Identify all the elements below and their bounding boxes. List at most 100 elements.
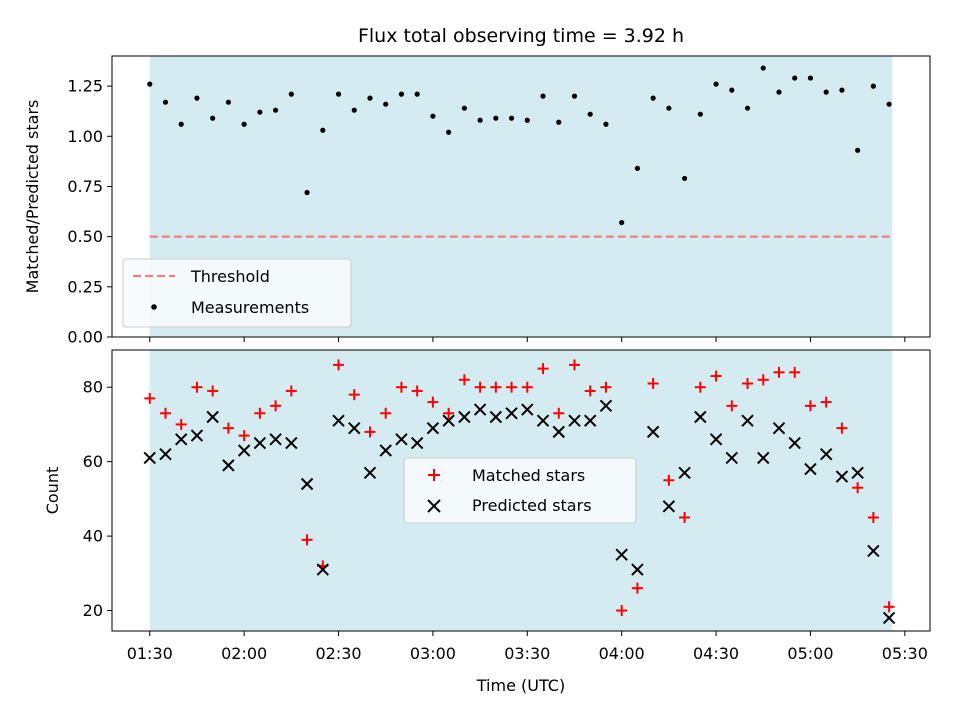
x-tick-label: 01:30: [127, 644, 173, 663]
measurement-point: [839, 87, 845, 93]
measurement-point: [587, 111, 593, 117]
matched-point: [144, 392, 156, 404]
ratio-panel: 0.00 0.25 0.50 0.75 1.00 1.25 Matched/Predict…: [23, 55, 931, 347]
legend-predicted-swatch: [427, 499, 441, 513]
predicted-point: [741, 414, 754, 427]
measurement-point: [634, 165, 641, 171]
predicted-point: [426, 421, 440, 435]
predicted-point: [410, 436, 424, 450]
measurement-point: [493, 115, 499, 121]
matched-point: [804, 400, 816, 412]
matched-point: [474, 381, 486, 393]
predicted-point: [348, 421, 361, 435]
predicted-point: [222, 459, 235, 472]
matched-point: [820, 396, 832, 408]
ratio-legend: Threshold Measurements: [122, 258, 352, 328]
y-tick-label: 80: [83, 378, 103, 397]
predicted-point: [143, 451, 156, 465]
y-tick-label: 0.25: [67, 277, 103, 296]
measurement-point: [886, 101, 892, 107]
measurement-point: [304, 189, 310, 196]
y-tick-label: 20: [83, 601, 103, 620]
count-legend: Matched stars Predicted stars: [403, 457, 637, 524]
measurement-point: [524, 117, 530, 123]
x-tick-label: 04:30: [693, 644, 739, 663]
measurement-point: [619, 219, 625, 226]
predicted-point: [473, 403, 487, 416]
matched-point: [631, 582, 643, 594]
predicted-point: [662, 500, 676, 513]
matched-point: [270, 400, 282, 412]
measurement-point: [414, 91, 420, 97]
measurement-point: [870, 83, 876, 89]
ratio-panel-frame: [111, 55, 931, 338]
measurement-point: [807, 75, 814, 81]
predicted-point: [757, 451, 770, 465]
count-legend-box: [403, 457, 637, 524]
predicted-point: [175, 433, 188, 446]
matched-point: [159, 407, 171, 419]
legend-measurements-label: Measurements: [191, 298, 309, 317]
matched-point: [333, 359, 345, 371]
y-tick-label: 0.00: [67, 328, 103, 347]
x-tick-label: 02:00: [221, 644, 267, 663]
x-tick-label: 05:30: [882, 644, 928, 663]
count-panel: 20 40 60 80 01:30 02:00 02:30 03:00 03:30 04:00 0…: [43, 349, 931, 663]
matched-point: [710, 370, 722, 382]
measurement-point: [461, 105, 467, 111]
measurement-point: [697, 111, 703, 117]
matched-point: [852, 482, 864, 494]
measurement-point: [367, 95, 373, 101]
matched-point: [395, 381, 407, 393]
matched-point: [458, 374, 470, 386]
predicted-point: [395, 433, 408, 446]
matched-point: [679, 511, 691, 523]
matched-point: [694, 381, 706, 393]
count-panel-ylabel: Count: [43, 467, 62, 515]
predicted-point: [851, 466, 864, 480]
predicted-point: [316, 563, 329, 576]
predicted-point: [709, 433, 723, 446]
predicted-point: [631, 563, 644, 576]
predicted-point: [772, 421, 786, 435]
y-tick-label: 1.25: [67, 77, 103, 96]
measurement-point: [776, 89, 782, 95]
predicted-point: [584, 414, 597, 427]
chart-title: Flux total observing time = 3.92 h: [358, 25, 684, 47]
measurement-point: [335, 91, 342, 97]
predicted-point: [300, 477, 314, 491]
matched-point: [254, 407, 266, 419]
matched-point: [364, 426, 376, 438]
measurement-point: [273, 107, 279, 113]
predicted-point: [615, 548, 628, 561]
matched-point: [207, 385, 219, 397]
predicted-point: [568, 414, 581, 427]
x-tick-label: 03:30: [504, 644, 550, 663]
y-tick-label: 0.75: [67, 177, 103, 196]
matched-point: [285, 385, 297, 397]
measurement-point: [257, 109, 263, 115]
predicted-point: [599, 399, 613, 413]
measurement-point: [650, 95, 656, 101]
measurement-point: [571, 93, 578, 99]
predicted-point: [788, 436, 801, 450]
measurement-point: [241, 121, 247, 127]
measurement-point: [682, 175, 688, 182]
measurement-point: [760, 65, 766, 71]
matched-point: [616, 605, 628, 617]
predicted-point: [725, 451, 738, 465]
matched-point: [836, 422, 848, 434]
matched-point: [175, 418, 187, 430]
measurement-point: [225, 99, 232, 105]
matched-point: [537, 363, 549, 375]
matched-point: [490, 381, 502, 393]
measurement-point: [556, 119, 562, 125]
predicted-point: [552, 425, 565, 439]
measurement-point: [446, 129, 452, 135]
predicted-point: [882, 611, 896, 625]
matched-point: [301, 534, 313, 546]
predicted-point: [489, 410, 503, 424]
measurement-point: [477, 117, 483, 123]
measurement-point: [147, 81, 153, 87]
